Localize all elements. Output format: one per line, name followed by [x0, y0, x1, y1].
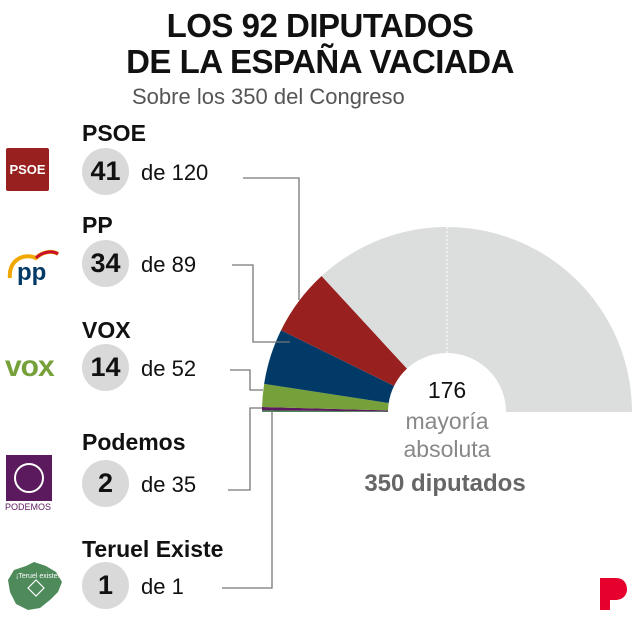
majority-value: 176 — [427, 377, 467, 403]
title-line-2: DE LA ESPAÑA VACIADA — [126, 43, 514, 80]
seats-pp: 34 — [82, 240, 129, 287]
seats-teruel-existe: 1 — [82, 562, 129, 609]
leader-psoe — [243, 177, 300, 300]
leader-podemos — [228, 407, 262, 491]
psoe-logo: PSOE — [6, 148, 49, 191]
subtitle: Sobre los 350 del Congreso — [132, 84, 405, 109]
seats-psoe: 41 — [82, 148, 129, 195]
pp-logo: pp — [6, 248, 60, 288]
total-seats-label: 350 diputados — [364, 470, 526, 497]
seats-vox: 14 — [82, 344, 129, 391]
seats-podemos: 2 — [82, 460, 129, 507]
majority-label-2: absoluta — [403, 436, 491, 462]
leader-vox — [230, 369, 263, 391]
wedge-rest — [321, 227, 632, 412]
total-psoe: de 120 — [141, 160, 209, 185]
podemos-logo-text: PODEMOS — [5, 502, 52, 512]
leader-pp — [232, 264, 290, 343]
title-line-1: LOS 92 DIPUTADOS — [166, 7, 474, 44]
party-name-psoe: PSOE — [82, 120, 146, 146]
leader-teruel-existe — [222, 410, 273, 589]
total-podemos: de 35 — [141, 472, 197, 497]
party-name-podemos: Podemos — [82, 429, 186, 455]
party-name-vox: VOX — [82, 317, 131, 343]
svg-text:¡Teruel existe!: ¡Teruel existe! — [16, 573, 60, 580]
total-pp: de 89 — [141, 252, 197, 277]
wedge-psoe — [281, 276, 407, 386]
wedge-pp — [264, 330, 395, 404]
total-teruel-existe: de 1 — [141, 574, 184, 599]
party-name-teruel-existe: Teruel Existe — [82, 536, 224, 562]
vox-logo: vox — [5, 350, 55, 383]
brand-logo — [598, 576, 628, 612]
wedge-podemos — [262, 407, 389, 412]
podemos-logo — [6, 455, 52, 501]
total-vox: de 52 — [141, 356, 197, 381]
party-name-pp: PP — [82, 212, 113, 238]
teruel-existe-logo: ¡Teruel existe! — [6, 562, 64, 612]
wedge-teruel-existe — [262, 410, 389, 412]
wedge-vox — [262, 383, 389, 411]
svg-text:pp: pp — [17, 259, 46, 286]
majority-label-1: mayoría — [405, 408, 489, 434]
